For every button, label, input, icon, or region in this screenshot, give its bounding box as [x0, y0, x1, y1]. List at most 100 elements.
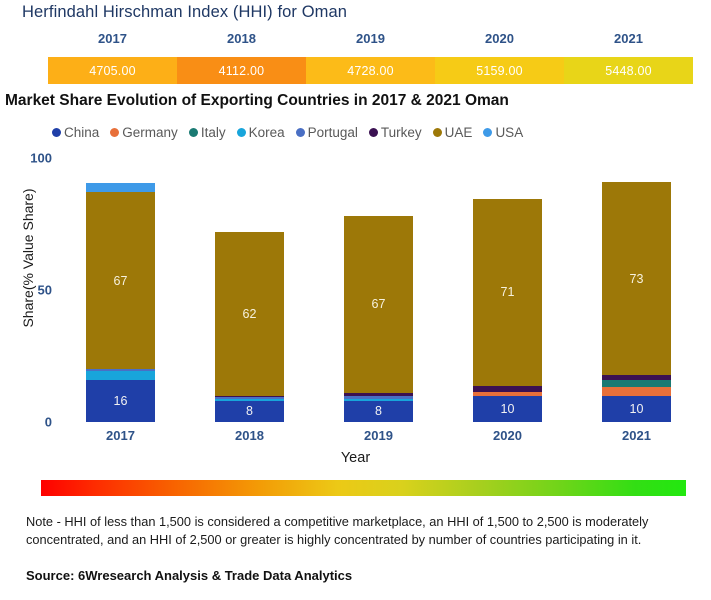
- chart-legend: China Germany Italy Korea Portugal Turkey UAE U…: [52, 125, 672, 140]
- legend-item-portugal[interactable]: Portugal: [295, 125, 358, 140]
- bar-segment-korea-2017[interactable]: [86, 371, 155, 380]
- legend-swatch-icon: [110, 128, 120, 137]
- bar-segment-turkey-2018[interactable]: [215, 395, 284, 397]
- bar-segment-germany-2020[interactable]: [473, 392, 542, 396]
- bar-segment-value: 67: [113, 273, 128, 288]
- x-axis-ticks: 2017 2018 2019 2020 2021: [56, 428, 701, 443]
- bar-segment-portugal-2017[interactable]: [86, 368, 155, 372]
- chart-title: Market Share Evolution of Exporting Coun…: [5, 92, 509, 109]
- bar-segment-value: 10: [500, 401, 515, 416]
- bar-segment-turkey-2020[interactable]: [473, 386, 542, 393]
- footnote-text: Note - HHI of less than 1,500 is conside…: [26, 514, 649, 547]
- bar-segment-italy-2021[interactable]: [602, 380, 671, 388]
- plot-area: 16 67 8 62 8 67 10 71 10 73: [56, 158, 701, 422]
- legend-swatch-icon: [295, 128, 305, 137]
- bar-segment-value: 71: [500, 285, 515, 300]
- hhi-title: Herfindahl Hirschman Index (HHI) for Oma…: [22, 3, 348, 21]
- hhi-year-2021: 2021: [614, 31, 643, 46]
- bar-segment-turkey-2019[interactable]: [344, 392, 413, 396]
- legend-label: Turkey: [380, 125, 422, 140]
- legend-label: USA: [495, 125, 524, 140]
- legend-item-germany[interactable]: Germany: [110, 125, 178, 140]
- legend-swatch-icon: [52, 128, 61, 137]
- bar-slot-2019: 8 67: [314, 158, 443, 422]
- bar-slot-2018: 8 62: [185, 158, 314, 422]
- legend-label: Portugal: [307, 125, 358, 140]
- stacked-bar-2018[interactable]: 8 62: [215, 231, 284, 422]
- bar-segment-china-2017[interactable]: 16: [86, 379, 155, 422]
- legend-item-italy[interactable]: Italy: [188, 125, 226, 140]
- bar-segment-value: 62: [242, 306, 257, 321]
- hhi-year-2020: 2020: [485, 31, 514, 46]
- legend-label: UAE: [444, 125, 473, 140]
- y-tick-0: 0: [44, 414, 52, 430]
- legend-swatch-icon: [432, 128, 442, 137]
- x-tick-2017: 2017: [106, 428, 135, 443]
- stacked-bar-2021[interactable]: 10 73: [602, 182, 671, 422]
- bar-segment-germany-2021[interactable]: [602, 387, 671, 396]
- bar-segment-uae-2018[interactable]: 62: [215, 231, 284, 396]
- hhi-value-2019: 4728.00: [306, 57, 435, 84]
- legend-label: Korea: [248, 125, 285, 140]
- bar-segment-value: 8: [375, 404, 382, 419]
- legend-item-usa[interactable]: USA: [483, 125, 523, 140]
- bar-slot-2017: 16 67: [56, 158, 185, 422]
- hhi-value-2018: 4112.00: [177, 57, 306, 84]
- x-tick-2019: 2019: [364, 428, 393, 443]
- y-tick-100: 100: [30, 150, 52, 166]
- stacked-bar-2019[interactable]: 8 67: [344, 215, 413, 422]
- bar-segment-value: 16: [113, 393, 128, 408]
- bar-segment-uae-2019[interactable]: 67: [344, 215, 413, 393]
- bar-segment-uae-2020[interactable]: 71: [473, 198, 542, 387]
- bar-segment-korea-2018[interactable]: [215, 398, 284, 401]
- bar-segment-china-2021[interactable]: 10: [602, 395, 671, 422]
- bar-segment-china-2018[interactable]: 8: [215, 400, 284, 422]
- legend-swatch-icon: [188, 128, 198, 137]
- bar-slot-2020: 10 71: [443, 158, 572, 422]
- y-axis-ticks: 0 50 100: [22, 150, 52, 430]
- hhi-year-header-row: 2017 2018 2019 2020 2021: [48, 31, 693, 46]
- bar-segment-portugal-2018[interactable]: [215, 396, 284, 399]
- hhi-year-2017: 2017: [98, 31, 127, 46]
- legend-item-china[interactable]: China: [52, 125, 99, 140]
- legend-label: China: [64, 125, 100, 140]
- hhi-value-bar: 4705.00 4112.00 4728.00 5159.00 5448.00: [48, 57, 693, 84]
- bar-slot-2021: 10 73: [572, 158, 701, 422]
- bar-segment-usa-2017[interactable]: [86, 182, 155, 193]
- x-tick-2018: 2018: [235, 428, 264, 443]
- x-axis-label: Year: [340, 450, 371, 466]
- bar-segment-china-2019[interactable]: 8: [344, 400, 413, 422]
- bar-segment-value: 73: [629, 271, 644, 286]
- legend-label: Germany: [122, 125, 178, 140]
- legend-item-turkey[interactable]: Turkey: [368, 125, 422, 140]
- bar-segment-uae-2017[interactable]: 67: [86, 192, 155, 369]
- legend-item-korea[interactable]: Korea: [236, 125, 285, 140]
- bar-segment-value: 10: [629, 401, 644, 416]
- y-tick-50: 50: [37, 282, 52, 298]
- hhi-value-2017: 4705.00: [48, 57, 177, 84]
- x-tick-2020: 2020: [493, 428, 522, 443]
- hhi-year-2018: 2018: [227, 31, 256, 46]
- legend-swatch-icon: [483, 128, 493, 137]
- legend-item-uae[interactable]: UAE: [432, 125, 473, 140]
- plot-wrapper: Share(% Value Share) 0 50 100 16 67 8 62 8 67 10…: [0, 150, 711, 466]
- hhi-year-2019: 2019: [356, 31, 385, 46]
- bar-segment-value: 67: [371, 297, 386, 312]
- x-tick-2021: 2021: [622, 428, 651, 443]
- legend-swatch-icon: [368, 128, 378, 137]
- bar-segment-value: 8: [246, 404, 253, 419]
- source-text: Source: 6Wresearch Analysis & Trade Data…: [26, 568, 353, 583]
- bar-segment-turkey-2021[interactable]: [602, 375, 671, 381]
- legend-swatch-icon: [236, 128, 246, 137]
- legend-label: Italy: [200, 125, 226, 140]
- bar-segment-portugal-2019[interactable]: [344, 395, 413, 399]
- hhi-gradient-scale: [41, 480, 686, 496]
- hhi-value-2021: 5448.00: [564, 57, 693, 84]
- bar-segment-korea-2019[interactable]: [344, 398, 413, 401]
- stacked-bar-2017[interactable]: 16 67: [86, 182, 155, 422]
- bar-segment-uae-2021[interactable]: 73: [602, 182, 671, 376]
- stacked-bar-2020[interactable]: 10 71: [473, 198, 542, 422]
- hhi-value-2020: 5159.00: [435, 57, 564, 84]
- bar-segment-china-2020[interactable]: 10: [473, 395, 542, 422]
